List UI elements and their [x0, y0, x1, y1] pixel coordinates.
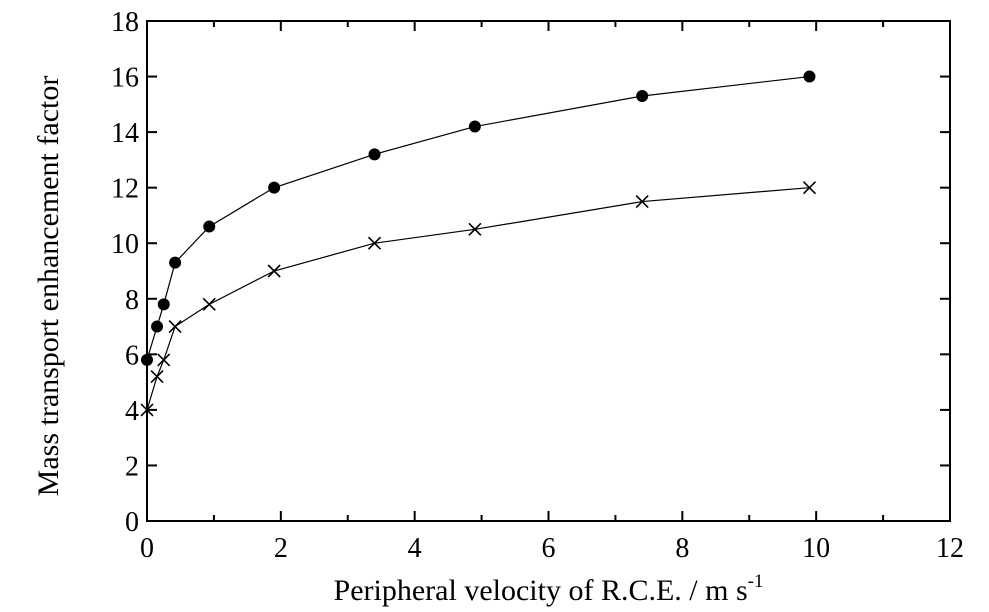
x-tick-label: 12 — [936, 533, 964, 564]
data-point-cross — [802, 181, 817, 195]
x-tick-label: 4 — [408, 533, 422, 564]
series-line — [146, 187, 810, 411]
y-tick-label: 16 — [111, 63, 139, 94]
data-point-circle — [157, 298, 170, 311]
y-tick-label: 8 — [125, 285, 139, 316]
y-tick-label: 18 — [111, 7, 139, 38]
x-tick-label: 10 — [802, 533, 830, 564]
data-point-cross — [202, 297, 216, 311]
x-tick-label: 2 — [274, 533, 288, 564]
x-tick-label: 8 — [675, 533, 689, 564]
data-point-cross — [168, 319, 182, 334]
data-point-cross — [140, 403, 154, 417]
data-point-cross — [468, 222, 482, 236]
x-tick-label: 6 — [542, 533, 556, 564]
data-point-circle — [803, 70, 816, 83]
data-point-cross — [367, 236, 382, 250]
data-point-circle — [368, 148, 381, 161]
y-tick-label: 12 — [111, 174, 139, 205]
y-axis-label: Mass transport enhancement factor — [32, 76, 65, 497]
y-tick-label: 0 — [125, 507, 139, 538]
x-axis-label-text: Peripheral velocity of R.C.E. / m s — [334, 574, 748, 607]
data-point-cross — [635, 194, 649, 209]
plot-frame — [146, 20, 951, 522]
tick-labels: 0 2 4 6 8 10 12 0 2 4 6 8 10 12 14 16 18 — [111, 7, 964, 564]
data-point-circle — [141, 353, 153, 366]
data-point-cross — [267, 264, 281, 278]
data-point-circle — [268, 181, 281, 194]
y-tick-label: 6 — [125, 340, 139, 371]
series-line — [146, 75, 810, 361]
data-point-cross — [157, 353, 171, 367]
data-point-circle — [468, 120, 481, 133]
ticks — [146, 20, 951, 522]
data-point-circle — [169, 256, 182, 269]
x-axis-label-superscript: -1 — [748, 571, 764, 592]
series-1 — [141, 70, 816, 366]
y-tick-label: 4 — [125, 396, 139, 427]
data-point-circle — [203, 220, 216, 233]
data-point-cross — [150, 369, 164, 384]
x-axis-label: Peripheral velocity of R.C.E. / m s-1 — [334, 571, 764, 607]
x-tick-label: 0 — [140, 533, 154, 564]
y-tick-label: 2 — [125, 451, 139, 482]
y-tick-label: 10 — [111, 229, 139, 260]
series-layer — [140, 70, 817, 417]
series-2 — [140, 181, 817, 417]
y-tick-label: 14 — [111, 118, 139, 149]
data-point-circle — [151, 320, 164, 333]
data-point-circle — [636, 90, 649, 102]
